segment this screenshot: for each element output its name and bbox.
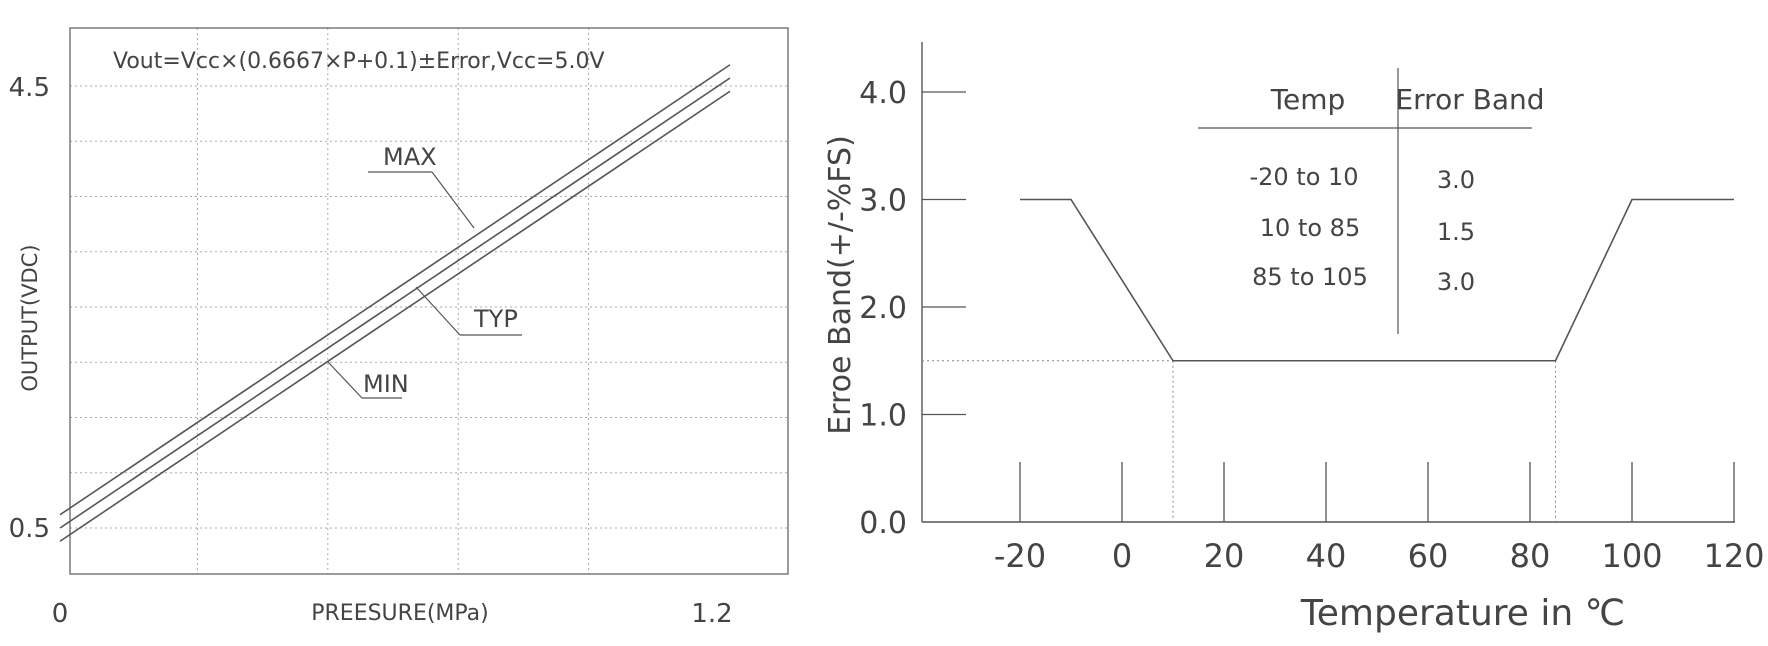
grid xyxy=(70,28,788,574)
y-tick-label: 2.0 xyxy=(859,291,907,326)
callout-leader-max xyxy=(431,171,475,229)
table-header: Temp xyxy=(1270,83,1346,116)
reference-lines xyxy=(922,360,1556,522)
x-tick-label: 120 xyxy=(1703,537,1764,575)
series-line-typ xyxy=(59,77,731,529)
series-line-min xyxy=(59,90,731,542)
x-tick-label: 1.2 xyxy=(691,599,732,629)
table-cell: 10 to 85 xyxy=(1260,214,1360,242)
series-lines xyxy=(59,64,731,542)
tick-marks xyxy=(1019,462,1735,522)
plot-frame xyxy=(69,27,789,575)
series-label-max: MAX xyxy=(383,143,437,171)
x-tick-label: 100 xyxy=(1601,537,1662,575)
y-tick-label: 3.0 xyxy=(859,184,907,219)
table-cell: 3.0 xyxy=(1437,166,1475,194)
error-band-table: Temp Error Band -20 to 10 3.0 10 to 85 1… xyxy=(1198,68,1545,334)
series-line-max xyxy=(59,64,731,516)
table-cell: 1.5 xyxy=(1437,218,1475,246)
x-tick-label: 0 xyxy=(52,599,69,629)
x-tick-label: 40 xyxy=(1306,537,1347,575)
x-tick-labels: -20 0 20 40 60 80 100 120 xyxy=(994,537,1765,575)
x-tick-label: 20 xyxy=(1204,537,1245,575)
callout-leader-min xyxy=(327,361,363,399)
y-tick-label: 0.5 xyxy=(9,514,50,544)
series-label-typ: TYP xyxy=(473,305,518,333)
table-cell: -20 to 10 xyxy=(1249,163,1358,191)
error-band-line xyxy=(1020,198,1734,362)
x-tick-label: 60 xyxy=(1408,537,1449,575)
y-axis-label: OUTPUT(VDC) xyxy=(18,244,42,391)
pressure-output-chart: Vout=Vcc×(0.6667×P+0.1)±Error,Vcc=5.0V 0… xyxy=(9,27,789,629)
x-axis-label: PREESURE(MPa) xyxy=(311,601,489,626)
formula-annotation: Vout=Vcc×(0.6667×P+0.1)±Error,Vcc=5.0V xyxy=(113,49,605,74)
series-callouts: MAX TYP MIN xyxy=(327,143,522,399)
error-band-chart: 0.0 1.0 2.0 3.0 4.0 -20 0 20 40 60 80 100 120 Tempe… xyxy=(823,42,1765,634)
x-tick-label: -20 xyxy=(994,537,1046,575)
axes xyxy=(921,42,1735,523)
y-tick-labels: 0.0 1.0 2.0 3.0 4.0 xyxy=(859,76,907,541)
x-tick-label: 80 xyxy=(1510,537,1551,575)
y-tick-label: 4.0 xyxy=(859,76,907,111)
y-tick-label: 4.5 xyxy=(9,73,50,103)
y-axis-label: Erroe Band(+/-%FS) xyxy=(823,135,858,435)
callout-leader-typ xyxy=(415,286,461,336)
x-tick-label: 0 xyxy=(1112,537,1132,575)
x-axis-label: Temperature in ℃ xyxy=(1300,593,1625,634)
table-header: Error Band xyxy=(1395,83,1544,116)
table-cell: 3.0 xyxy=(1437,268,1475,296)
y-tick-label: 0.0 xyxy=(859,506,907,541)
table-cell: 85 to 105 xyxy=(1252,263,1368,291)
y-tick-label: 1.0 xyxy=(859,399,907,434)
series-label-min: MIN xyxy=(363,370,409,398)
